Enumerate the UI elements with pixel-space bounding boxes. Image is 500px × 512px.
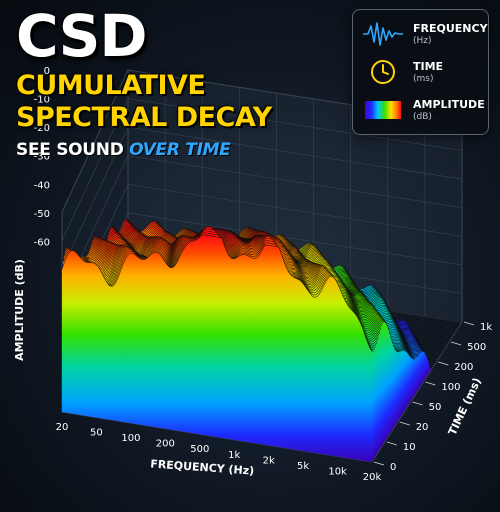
- legend-label: AMPLITUDE: [413, 98, 485, 111]
- tagline: SEE SOUND OVER TIME: [16, 140, 231, 160]
- waveform-icon: [363, 22, 403, 46]
- amplitude-tick-label: -60: [34, 237, 50, 248]
- decay-slice: [62, 234, 372, 462]
- amplitude-tick-label: -30: [34, 152, 50, 163]
- frequency-tick-label: 2k: [263, 455, 275, 466]
- decay-slice-outline: [62, 232, 374, 352]
- legend-unit: (ms): [413, 74, 434, 84]
- amplitude-axis: 0 -10 -20 -30 -40 -50 -60: [34, 66, 50, 248]
- frequency-tick-label: 500: [190, 444, 209, 455]
- amplitude-tick-label: -10: [34, 95, 50, 106]
- time-tick-label: 50: [429, 402, 442, 413]
- time-tick-label: 500: [467, 342, 486, 353]
- amplitude-tick-label: -20: [34, 123, 50, 134]
- time-tick-label: 0: [390, 462, 396, 473]
- amplitude-tick-label: -50: [34, 209, 50, 220]
- time-tick-label: 100: [441, 382, 460, 393]
- frequency-tick-label: 20: [56, 422, 69, 433]
- rainbow-gradient-icon: [365, 101, 401, 119]
- subtitle-line-1: CUMULATIVE: [16, 70, 206, 101]
- time-tick-label: 200: [454, 362, 473, 373]
- page-title: CSD: [16, 2, 148, 70]
- decay-slice-outline: [61, 234, 373, 352]
- tagline-highlight: OVER TIME: [129, 140, 231, 160]
- frequency-tick-label: 5k: [297, 461, 309, 472]
- legend-panel: FREQUENCY (Hz) TIME (ms) AMPLITUDE (dB): [352, 9, 489, 135]
- amplitude-tick-label: 0: [44, 66, 50, 77]
- legend-unit: (Hz): [413, 36, 432, 46]
- frequency-tick-label: 50: [90, 428, 103, 439]
- legend-label: TIME: [413, 60, 444, 73]
- amplitude-tick-label: -40: [34, 180, 50, 191]
- time-tick-label: 1k: [480, 322, 492, 333]
- legend-label: FREQUENCY: [413, 22, 488, 35]
- time-tick-label: 10: [403, 442, 416, 453]
- waterfall-surface: [61, 218, 463, 462]
- time-tick-label: 20: [416, 422, 429, 433]
- frequency-axis: 20 50 100 200 500 1k 2k 5k 10k 20k: [56, 422, 382, 483]
- frequency-tick-label: 10k: [328, 466, 347, 477]
- amplitude-axis-label: AMPLITUDE (dB): [13, 259, 26, 361]
- legend-item-frequency: FREQUENCY (Hz): [363, 20, 488, 50]
- frequency-tick-label: 200: [156, 439, 175, 450]
- frequency-tick-label: 100: [121, 433, 140, 444]
- legend-unit: (dB): [413, 112, 432, 122]
- legend-item-time: TIME (ms): [363, 58, 483, 88]
- clock-icon: [371, 60, 395, 84]
- frequency-tick-label: 1k: [228, 450, 240, 461]
- legend-item-amplitude: AMPLITUDE (dB): [363, 96, 485, 126]
- tagline-prefix: SEE SOUND: [16, 140, 124, 160]
- frequency-tick-label: 20k: [363, 472, 382, 483]
- subtitle-line-2: SPECTRAL DECAY: [16, 102, 272, 133]
